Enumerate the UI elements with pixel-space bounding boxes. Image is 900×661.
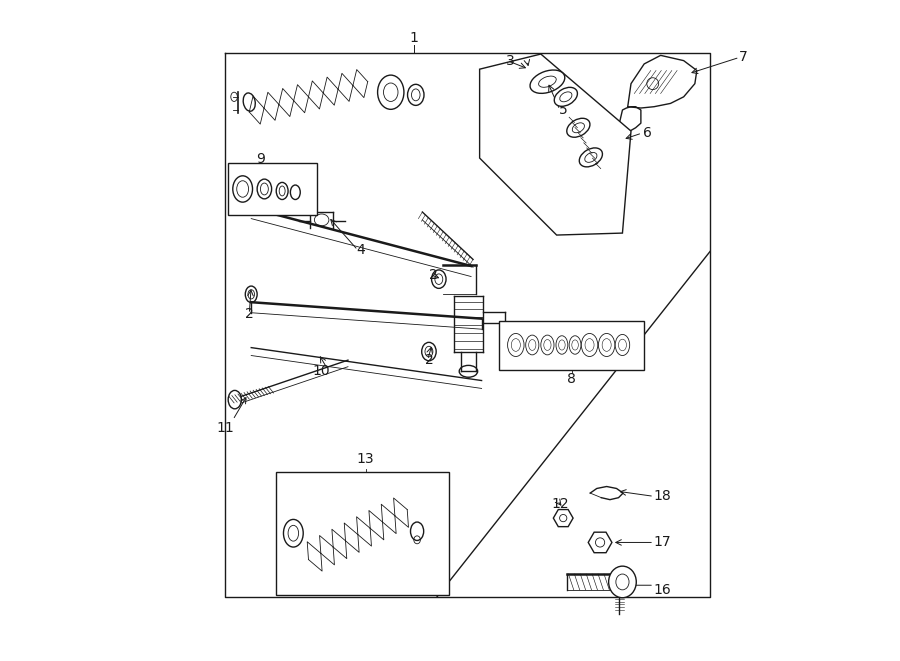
Ellipse shape: [598, 333, 615, 356]
Text: 1: 1: [410, 30, 418, 44]
Bar: [275, 472, 449, 595]
Ellipse shape: [580, 148, 602, 167]
Ellipse shape: [243, 93, 256, 111]
Ellipse shape: [284, 520, 303, 547]
Ellipse shape: [378, 75, 404, 109]
Ellipse shape: [408, 85, 424, 105]
Ellipse shape: [541, 335, 554, 355]
Ellipse shape: [526, 335, 539, 355]
Text: 11: 11: [216, 421, 234, 435]
Text: 13: 13: [357, 452, 374, 466]
Ellipse shape: [556, 336, 568, 354]
Text: 8: 8: [567, 372, 576, 386]
Text: 15: 15: [306, 578, 324, 592]
Bar: [228, 163, 317, 215]
Text: 12: 12: [552, 496, 570, 510]
Text: 2: 2: [429, 268, 438, 282]
Text: 6: 6: [643, 126, 652, 140]
Polygon shape: [554, 510, 573, 527]
Text: 16: 16: [653, 584, 670, 598]
Text: 17: 17: [653, 535, 670, 549]
Text: 9: 9: [256, 153, 265, 167]
Ellipse shape: [569, 336, 581, 354]
Ellipse shape: [581, 333, 598, 356]
Text: 4: 4: [356, 243, 365, 257]
Polygon shape: [589, 532, 612, 553]
Ellipse shape: [459, 366, 478, 377]
Text: 5: 5: [559, 103, 568, 117]
Ellipse shape: [616, 334, 630, 356]
Ellipse shape: [422, 342, 436, 361]
Ellipse shape: [567, 118, 590, 137]
Bar: [500, 321, 644, 370]
Text: 2: 2: [425, 353, 433, 367]
Text: 14: 14: [411, 531, 429, 545]
Text: 10: 10: [313, 364, 330, 378]
Text: 7: 7: [739, 50, 747, 64]
Ellipse shape: [410, 522, 424, 541]
Ellipse shape: [229, 391, 241, 408]
Text: 3: 3: [506, 54, 515, 67]
Text: 18: 18: [653, 489, 670, 504]
Ellipse shape: [554, 87, 578, 106]
Ellipse shape: [246, 286, 257, 303]
Ellipse shape: [608, 566, 636, 598]
Polygon shape: [480, 54, 631, 235]
Ellipse shape: [432, 270, 446, 288]
Ellipse shape: [508, 333, 524, 356]
Text: 2: 2: [245, 307, 254, 321]
Ellipse shape: [530, 70, 565, 93]
